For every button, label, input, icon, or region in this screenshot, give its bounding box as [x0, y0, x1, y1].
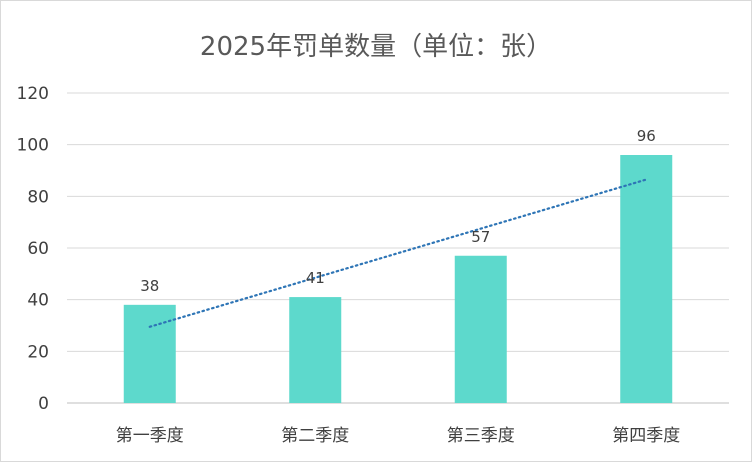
bars	[123, 155, 673, 403]
x-category-label: 第三季度	[447, 426, 515, 446]
bar	[289, 297, 342, 403]
bar	[454, 255, 507, 403]
data-label: 57	[471, 228, 490, 246]
x-axis-category-labels: 第一季度 第二季度 第三季度 第四季度	[116, 426, 681, 446]
bar	[123, 304, 176, 403]
x-category-label: 第二季度	[281, 426, 349, 446]
y-tick-label: 40	[27, 291, 49, 311]
x-category-label: 第一季度	[116, 426, 184, 446]
bar	[620, 155, 673, 403]
y-tick-label: 100	[17, 136, 49, 156]
y-tick-label: 120	[17, 84, 49, 104]
y-axis-tick-labels: 0 20 40 60 80 100 120	[17, 84, 49, 414]
data-labels: 38 41 57 96	[140, 127, 656, 295]
gridlines	[67, 92, 729, 404]
y-tick-label: 80	[27, 187, 49, 207]
data-label: 41	[306, 269, 325, 287]
x-category-label: 第四季度	[612, 426, 680, 446]
trendline	[148, 178, 648, 328]
trendline-layer	[148, 178, 648, 328]
y-tick-label: 20	[27, 342, 49, 362]
chart-title: 2025年罚单数量（单位：张）	[200, 32, 552, 62]
data-label: 38	[140, 277, 159, 295]
data-label: 96	[637, 127, 656, 145]
y-tick-label: 0	[38, 394, 49, 414]
y-tick-label: 60	[27, 239, 49, 259]
